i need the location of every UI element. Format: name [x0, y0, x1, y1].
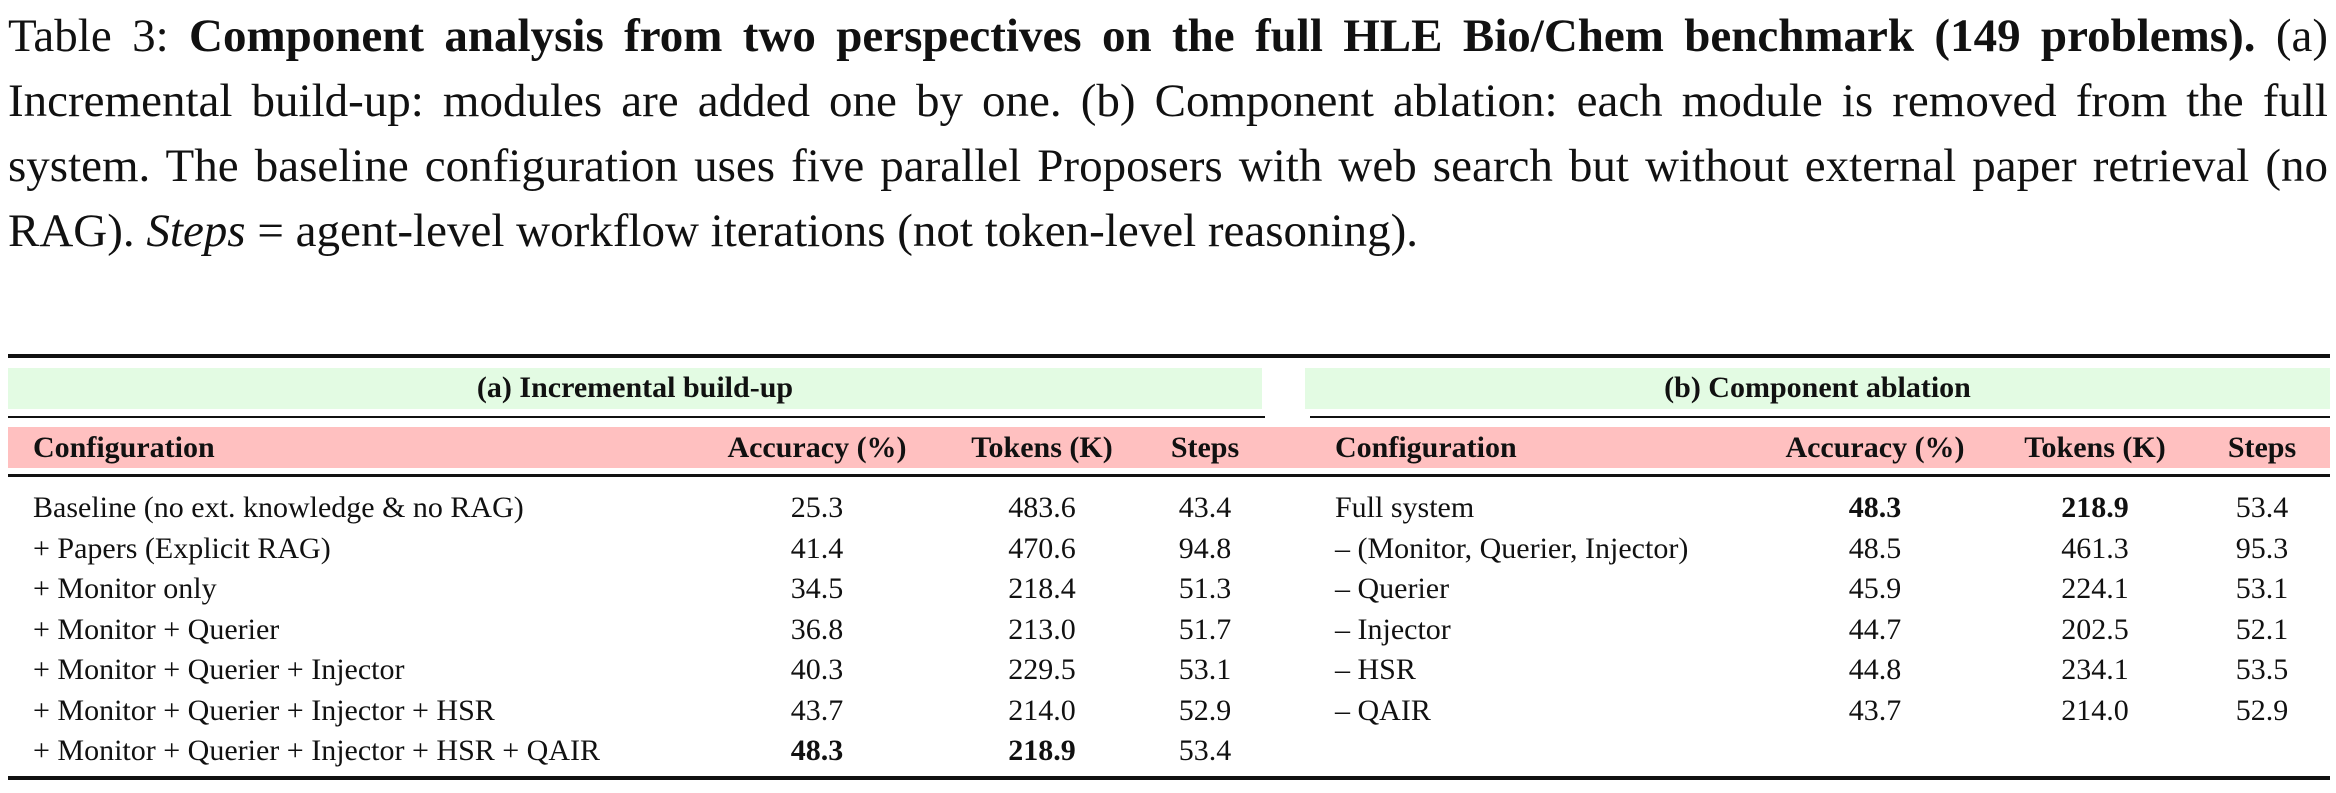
buildup-row-accuracy: 40.3	[790, 653, 844, 686]
ablation-row-steps: 53.5	[2235, 653, 2289, 686]
ablation-col-header-tokens: Tokens (K)	[2024, 431, 2166, 464]
buildup-row-configuration: + Monitor + Querier + Injector + HSR	[33, 693, 495, 727]
buildup-row-configuration: Baseline (no ext. knowledge & no RAG)	[33, 491, 524, 524]
buildup-row-configuration: + Monitor + Querier	[33, 612, 280, 646]
buildup-row-configuration: + Monitor only	[33, 572, 217, 605]
ablation-row-tokens: 234.1	[2061, 653, 2129, 686]
ablation-row-tokens: 202.5	[2061, 612, 2129, 646]
ablation-table-title: (b) Component ablation	[1664, 371, 1971, 404]
buildup-row-accuracy: 25.3	[790, 491, 844, 524]
buildup-row-tokens: 483.6	[1008, 491, 1076, 524]
caption-title: Component analysis from two perspectives…	[189, 10, 2256, 62]
buildup-row-configuration: + Monitor + Querier + Injector	[33, 653, 405, 686]
caption-text-2: = agent-level workflow iterations (not t…	[245, 205, 1419, 257]
ablation-title-rule	[1310, 416, 2330, 418]
buildup-row-steps: 94.8	[1178, 531, 1232, 565]
ablation-col-header-accuracy: Accuracy (%)	[1785, 431, 1965, 464]
buildup-header-rule	[8, 474, 1305, 477]
ablation-row-steps: 52.9	[2235, 693, 2289, 727]
ablation-header-rule	[1305, 474, 2330, 477]
buildup-row-tokens: 218.4	[1008, 572, 1076, 605]
buildup-col-header-configuration: Configuration	[33, 431, 215, 464]
buildup-row-accuracy: 36.8	[790, 612, 844, 646]
ablation-row-configuration: – Injector	[1335, 612, 1451, 646]
ablation-col-header-configuration: Configuration	[1335, 431, 1517, 464]
ablation-row-configuration: – Querier	[1335, 572, 1450, 605]
ablation-column-header-bg	[1305, 427, 2330, 468]
buildup-group-header-bg	[8, 368, 1262, 409]
ablation-row-steps: 53.1	[2235, 572, 2289, 605]
ablation-row-accuracy: 44.7	[1848, 612, 1902, 646]
buildup-row-tokens: 229.5	[1008, 653, 1076, 686]
buildup-row-configuration: + Monitor + Querier + Injector + HSR + Q…	[33, 734, 601, 767]
ablation-row-steps: 95.3	[2235, 531, 2289, 565]
ablation-row-configuration: – QAIR	[1335, 693, 1431, 727]
caption-text: (a) Incremental build-up: modules are ad…	[8, 10, 2329, 257]
ablation-row-tokens: 461.3	[2061, 531, 2129, 565]
ablation-row-tokens: 218.9	[2061, 491, 2129, 524]
buildup-row-accuracy: 43.7	[790, 693, 844, 727]
bottom-rule	[8, 776, 2330, 780]
buildup-row-steps: 53.4	[1178, 734, 1232, 767]
ablation-row-accuracy: 43.7	[1848, 693, 1902, 727]
buildup-row-accuracy: 48.3	[790, 734, 844, 767]
buildup-row-steps: 43.4	[1178, 491, 1232, 524]
buildup-row-tokens: 218.9	[1008, 734, 1076, 767]
ablation-row-steps: 53.4	[2235, 491, 2289, 524]
table-caption: Table 3: Component analysis from two per…	[8, 4, 2328, 264]
ablation-row-steps: 52.1	[2235, 612, 2289, 646]
ablation-col-header-steps: Steps	[2227, 431, 2297, 464]
buildup-row-steps: 53.1	[1178, 653, 1232, 686]
buildup-row-tokens: 213.0	[1008, 612, 1076, 646]
buildup-col-header-accuracy: Accuracy (%)	[727, 431, 907, 464]
ablation-group-header-bg	[1305, 368, 2330, 409]
ablation-row-configuration: – (Monitor, Querier, Injector)	[1335, 531, 1689, 565]
buildup-row-steps: 51.3	[1178, 572, 1232, 605]
ablation-row-accuracy: 48.3	[1848, 491, 1902, 524]
buildup-table-title: (a) Incremental build-up	[476, 371, 794, 404]
caption-steps-term: Steps	[146, 205, 246, 257]
ablation-row-accuracy: 45.9	[1848, 572, 1902, 605]
buildup-row-steps: 51.7	[1178, 612, 1232, 646]
caption-label: Table 3:	[8, 10, 169, 62]
buildup-row-tokens: 470.6	[1008, 531, 1076, 565]
ablation-row-configuration: Full system	[1335, 491, 1475, 524]
buildup-row-tokens: 214.0	[1008, 693, 1076, 727]
ablation-row-configuration: – HSR	[1335, 653, 1416, 686]
buildup-col-header-steps: Steps	[1170, 431, 1240, 464]
top-rule	[8, 354, 2330, 358]
buildup-col-header-tokens: Tokens (K)	[971, 431, 1113, 464]
buildup-row-accuracy: 34.5	[790, 572, 844, 605]
buildup-row-configuration: + Papers (Explicit RAG)	[33, 531, 331, 565]
buildup-title-rule	[8, 416, 1265, 418]
ablation-row-accuracy: 44.8	[1848, 653, 1902, 686]
ablation-row-tokens: 214.0	[2061, 693, 2129, 727]
buildup-row-accuracy: 41.4	[790, 531, 844, 565]
buildup-column-header-bg	[8, 427, 1305, 468]
ablation-row-tokens: 224.1	[2061, 572, 2129, 605]
buildup-row-steps: 52.9	[1178, 693, 1232, 727]
ablation-row-accuracy: 48.5	[1848, 531, 1902, 565]
